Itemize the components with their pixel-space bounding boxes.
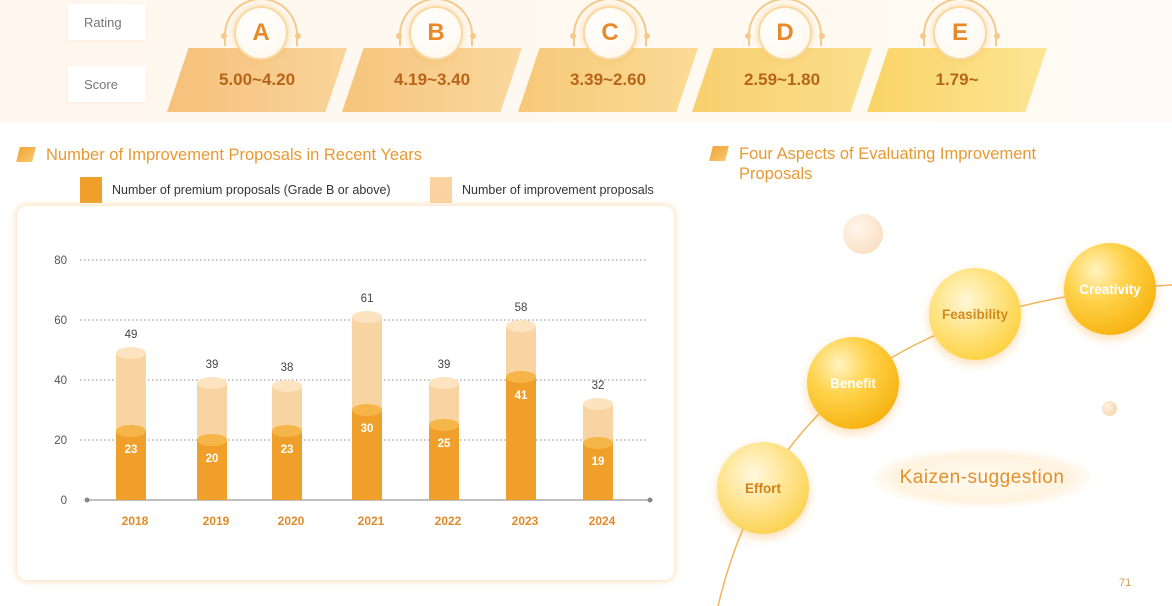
data-label-premium: 41 bbox=[515, 390, 528, 402]
y-tick-label: 40 bbox=[54, 375, 67, 387]
arc-dot bbox=[570, 33, 576, 39]
rating-grade-c: C bbox=[583, 6, 637, 60]
arc-dot bbox=[644, 33, 650, 39]
data-label-premium: 20 bbox=[206, 453, 219, 465]
aspect-effort: Effort bbox=[717, 442, 809, 534]
data-label-improvement: 61 bbox=[361, 293, 374, 305]
data-label-improvement: 39 bbox=[206, 359, 219, 371]
legend-swatch-premium bbox=[80, 177, 102, 203]
arc-dot bbox=[920, 33, 926, 39]
arc-dot bbox=[470, 33, 476, 39]
data-label-premium: 25 bbox=[438, 438, 451, 450]
chart-section-title-text: Number of Improvement Proposals in Recen… bbox=[46, 146, 423, 164]
kaizen-suggestion-label: Kaizen-suggestion bbox=[872, 448, 1092, 508]
bar-premium-cap bbox=[429, 419, 459, 431]
data-label-premium: 19 bbox=[592, 456, 605, 468]
bar-premium bbox=[197, 440, 227, 500]
aspects-title-line1: Four Aspects of Evaluating Improvement bbox=[739, 145, 1037, 163]
bar-improvement-cap bbox=[429, 377, 459, 389]
bar-premium bbox=[583, 443, 613, 500]
arc-dot bbox=[221, 33, 227, 39]
data-label-premium: 30 bbox=[361, 423, 374, 435]
data-label-premium: 23 bbox=[281, 444, 294, 456]
legend-improvement: Number of improvement proposals bbox=[430, 177, 654, 203]
bar-improvement-cap bbox=[272, 380, 302, 392]
bar-improvement-cap bbox=[506, 320, 536, 332]
decorative-dot bbox=[1102, 401, 1117, 416]
y-tick-label: 80 bbox=[54, 255, 67, 267]
axis-end-dot bbox=[647, 497, 653, 503]
data-label-improvement: 49 bbox=[125, 329, 138, 341]
aspect-creativity: Creativity bbox=[1064, 243, 1156, 335]
arc-dot bbox=[396, 33, 402, 39]
x-tick-label: 2019 bbox=[203, 514, 230, 528]
aspects-title-line2: Proposals bbox=[739, 165, 813, 183]
x-tick-label: 2023 bbox=[512, 514, 539, 528]
bar-premium-cap bbox=[583, 437, 613, 449]
legend-premium: Number of premium proposals (Grade B or … bbox=[80, 177, 391, 203]
bar-premium-cap bbox=[506, 371, 536, 383]
rating-grade-d: D bbox=[758, 6, 812, 60]
bar-premium-cap bbox=[352, 404, 382, 416]
bar-premium bbox=[272, 431, 302, 500]
data-label-improvement: 39 bbox=[438, 359, 451, 371]
arc-dot bbox=[745, 33, 751, 39]
y-tick-label: 0 bbox=[61, 495, 67, 507]
bar-chart: 0 20 40 60 80 49 23 2018 39 20 2019 38 23 2020 61 30 202… bbox=[54, 255, 653, 528]
x-tick-label: 2022 bbox=[435, 514, 462, 528]
bar-premium bbox=[506, 377, 536, 500]
page-number: 71 bbox=[1119, 577, 1132, 589]
chart-section-title: Number of Improvement Proposals in Recen… bbox=[16, 145, 423, 165]
rating-grade-b: B bbox=[409, 6, 463, 60]
aspect-benefit: Benefit bbox=[807, 337, 899, 429]
axis-end-dot bbox=[84, 497, 90, 503]
bar-improvement-cap bbox=[352, 311, 382, 323]
bar-premium bbox=[116, 431, 146, 500]
y-tick-label: 20 bbox=[54, 435, 67, 447]
bar-improvement-cap bbox=[116, 347, 146, 359]
y-tick-label: 60 bbox=[54, 315, 67, 327]
bar-premium bbox=[352, 410, 382, 500]
rating-label: Rating bbox=[68, 4, 146, 40]
data-label-improvement: 58 bbox=[515, 302, 528, 314]
bar-improvement-cap bbox=[197, 377, 227, 389]
arc-dot bbox=[819, 33, 825, 39]
aspects-section-title: Four Aspects of Evaluating Improvement P… bbox=[709, 144, 1037, 184]
score-label: Score bbox=[68, 66, 146, 102]
arc-dot bbox=[295, 33, 301, 39]
x-tick-label: 2018 bbox=[122, 514, 149, 528]
bar-premium-cap bbox=[116, 425, 146, 437]
chart-card: 0 20 40 60 80 49 23 2018 39 20 2019 38 23 2020 61 30 202… bbox=[17, 206, 674, 580]
bar-premium bbox=[429, 425, 459, 500]
bar-premium-cap bbox=[272, 425, 302, 437]
legend-premium-label: Number of premium proposals (Grade B or … bbox=[112, 183, 391, 197]
rating-grade-a: A bbox=[234, 6, 288, 60]
legend-swatch-improvement bbox=[430, 177, 452, 203]
aspect-feasibility: Feasibility bbox=[929, 268, 1021, 360]
flag-icon bbox=[709, 146, 729, 161]
bar-premium-cap bbox=[197, 434, 227, 446]
arc-dot bbox=[994, 33, 1000, 39]
legend-improvement-label: Number of improvement proposals bbox=[462, 183, 654, 197]
data-label-premium: 23 bbox=[125, 444, 138, 456]
data-label-improvement: 32 bbox=[592, 380, 605, 392]
x-tick-label: 2021 bbox=[358, 514, 385, 528]
decorative-dot bbox=[843, 214, 883, 254]
x-tick-label: 2024 bbox=[589, 514, 616, 528]
bar-improvement-cap bbox=[583, 398, 613, 410]
data-label-improvement: 38 bbox=[281, 362, 294, 374]
x-tick-label: 2020 bbox=[278, 514, 305, 528]
rating-grade-e: E bbox=[933, 6, 987, 60]
flag-icon bbox=[16, 147, 36, 162]
